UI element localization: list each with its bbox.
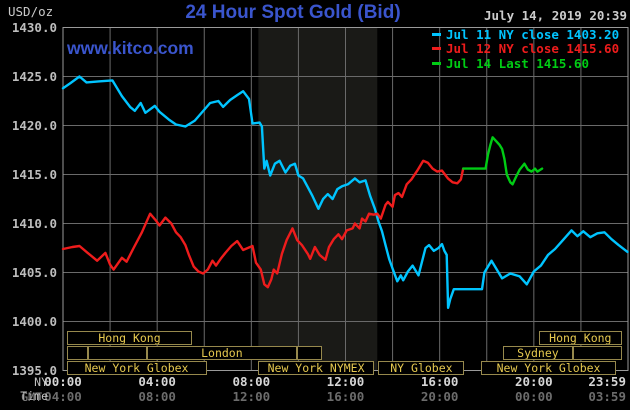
x-axis-tick-label-gmt: 12:00 <box>232 388 271 404</box>
session-box-empty <box>572 345 623 360</box>
x-axis-tick-label-gmt: 20:00 <box>420 388 459 404</box>
kitco-watermark-link[interactable]: www.kitco.com <box>67 38 194 58</box>
x-axis-tick-label-ny: 23:59 <box>588 373 626 389</box>
nymex-floor-session-band <box>258 27 378 371</box>
series-line-jul-12 <box>61 159 465 289</box>
x-axis-tick-label-gmt: 00:00 <box>515 388 553 404</box>
x-axis-tick-label-gmt: 04:00 <box>44 388 82 404</box>
y-axis-tick-label: 1400.0 <box>11 314 57 329</box>
session-box-new-york-nymex: New York NYMEX <box>258 360 374 375</box>
x-axis-tick-label-ny: 20:00 <box>515 373 553 389</box>
session-box-ny-globex: NY Globex <box>378 360 465 375</box>
y-axis-tick-label: 1415.0 <box>11 167 57 182</box>
session-box-empty <box>66 345 88 360</box>
y-axis-tick-label: 1425.0 <box>11 69 57 84</box>
session-box-new-york-globex: New York Globex <box>66 360 207 375</box>
x-axis-tick-label-ny: 08:00 <box>232 373 271 389</box>
x-axis-tick-label-gmt: 08:00 <box>138 388 176 404</box>
legend-item: Jul 14 Last 1415.60 <box>432 55 589 71</box>
session-box-hong-kong: Hong Kong <box>538 330 623 345</box>
session-box-empty <box>297 345 322 360</box>
legend-label: Jul 11 NY close 1403.20 <box>446 27 620 42</box>
x-axis-tick-label-ny: 16:00 <box>420 373 459 389</box>
session-box-london: London <box>146 345 298 360</box>
x-axis-tick-label-gmt: 03:59 <box>588 388 626 404</box>
legend-label: Jul 12 NY close 1415.60 <box>446 41 620 57</box>
legend-dash-icon <box>432 33 441 36</box>
page-title: 24 Hour Spot Gold (Bid) <box>185 2 401 23</box>
legend-dash-icon <box>432 47 441 51</box>
y-axis-tick-label: 1410.0 <box>11 216 57 231</box>
y-axis-tick-label: 1395.0 <box>11 363 57 378</box>
session-box-new-york-globex: New York Globex <box>480 360 617 375</box>
session-box-hong-kong: Hong Kong <box>66 330 193 345</box>
legend-label: Jul 14 Last 1415.60 <box>446 55 589 71</box>
x-axis-tick-label-gmt: 16:00 <box>326 388 365 404</box>
y-axis-tick-label: 1405.0 <box>11 265 57 280</box>
session-box-empty <box>87 345 147 360</box>
x-axis-tick-label-ny: 00:00 <box>44 373 82 389</box>
legend-item: Jul 12 NY close 1415.60 <box>432 41 620 57</box>
timestamp-label: July 14, 2019 20:39 <box>484 8 627 23</box>
session-box-sydney: Sydney <box>503 345 573 360</box>
x-axis-tick-label-ny: 04:00 <box>138 373 176 389</box>
legend-item: Jul 11 NY close 1403.20 <box>432 27 620 42</box>
unit-label: USD/oz <box>8 4 54 19</box>
x-axis-tick-label-ny: 12:00 <box>326 373 365 389</box>
y-axis-tick-label: 1420.0 <box>11 118 57 133</box>
legend-dash-icon <box>432 61 441 65</box>
series-line-jul-11 <box>61 75 629 309</box>
ny-time-row-label: NY Time <box>20 375 48 403</box>
series-line-jul-14 <box>462 136 544 186</box>
gmt-row-label: GMT <box>21 390 42 404</box>
y-axis-tick-label: 1430.0 <box>11 20 57 35</box>
